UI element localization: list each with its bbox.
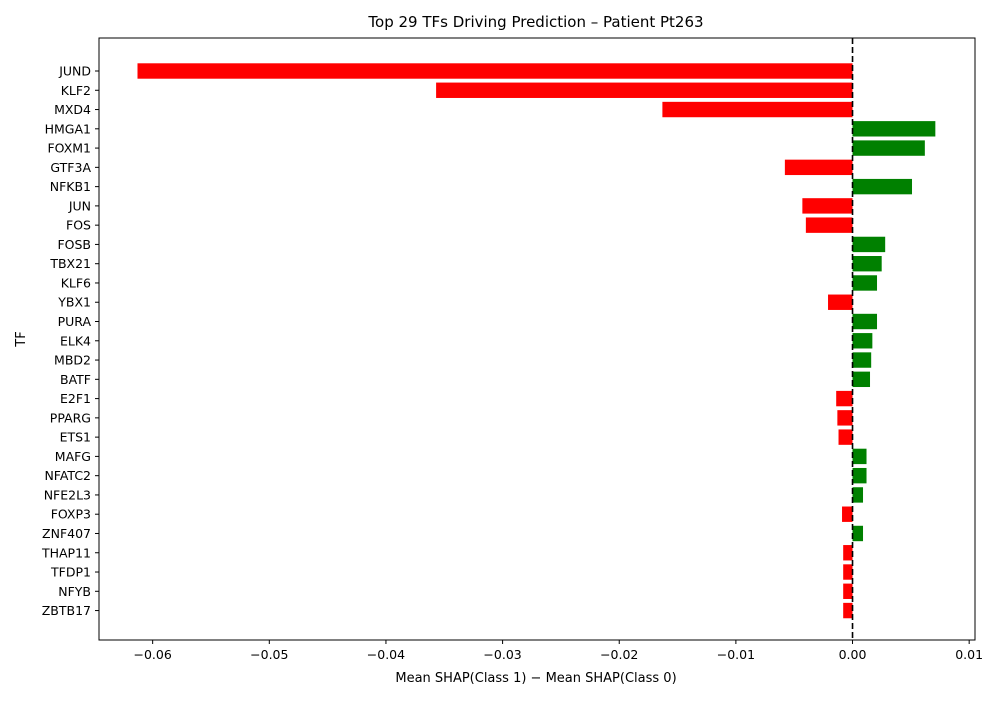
- y-tick-label-gtf3a: GTF3A: [50, 160, 91, 175]
- y-tick-label-elk4: ELK4: [60, 333, 91, 348]
- y-tick-label-zbtb17: ZBTB17: [42, 603, 91, 618]
- y-tick-label-znf407: ZNF407: [42, 526, 91, 541]
- bar-hmga1: [852, 121, 936, 137]
- bar-pparg: [837, 410, 853, 426]
- y-tick-label-mxd4: MXD4: [54, 102, 91, 117]
- bar-foxp3: [842, 506, 853, 522]
- bar-klf6: [852, 275, 878, 291]
- y-tick-label-nfyb: NFYB: [58, 584, 91, 599]
- bar-gtf3a: [784, 159, 853, 176]
- x-tick-label: 0.00: [839, 647, 867, 662]
- chart-title: Top 29 TFs Driving Prediction – Patient …: [367, 13, 703, 31]
- y-tick-label-ets1: ETS1: [60, 430, 91, 445]
- y-tick-label-nfatc2: NFATC2: [44, 468, 91, 483]
- y-axis-label: TF: [14, 331, 29, 347]
- x-tick-label: 0.01: [955, 647, 983, 662]
- y-tick-label-e2f1: E2F1: [60, 391, 91, 406]
- bar-foxm1: [852, 140, 925, 156]
- bar-jund: [137, 63, 853, 79]
- bar-elk4: [852, 333, 873, 349]
- y-tick-label-jun: JUN: [68, 198, 91, 213]
- bar-nfe2l3: [852, 487, 864, 503]
- x-tick-label: −0.01: [717, 647, 755, 662]
- bar-jun: [802, 198, 853, 214]
- x-tick-label: −0.04: [367, 647, 405, 662]
- bar-fos: [805, 217, 853, 233]
- bar-pura: [852, 313, 878, 330]
- bar-nfatc2: [852, 467, 867, 484]
- bar-batf: [852, 371, 871, 388]
- y-tick-label-foxm1: FOXM1: [47, 141, 91, 156]
- x-axis-label: Mean SHAP(Class 1) − Mean SHAP(Class 0): [395, 671, 676, 686]
- y-tick-label-hmga1: HMGA1: [45, 121, 91, 136]
- bar-klf2: [436, 82, 853, 98]
- bar-ets1: [838, 429, 853, 445]
- y-tick-label-nfkb1: NFKB1: [50, 179, 91, 194]
- bar-nfkb1: [852, 178, 913, 195]
- y-tick-label-pparg: PPARG: [50, 410, 91, 425]
- x-tick-label: −0.05: [250, 647, 288, 662]
- bars-layer: [137, 63, 936, 619]
- y-tick-label-tbx21: TBX21: [49, 256, 91, 271]
- y-tick-label-pura: PURA: [58, 314, 92, 329]
- bar-nfyb: [843, 583, 853, 599]
- y-tick-label-mbd2: MBD2: [54, 353, 91, 368]
- y-tick-label-batf: BATF: [60, 372, 91, 387]
- bar-znf407: [852, 525, 864, 542]
- y-tick-label-fos: FOS: [66, 218, 91, 233]
- bar-mafg: [852, 448, 867, 465]
- y-tick-label-jund: JUND: [58, 64, 91, 79]
- y-tick-label-klf6: KLF6: [61, 275, 91, 290]
- bar-mxd4: [662, 101, 853, 118]
- y-tick-label-nfe2l3: NFE2L3: [44, 487, 91, 502]
- bar-ybx1: [828, 294, 853, 310]
- y-tick-label-ybx1: YBX1: [57, 295, 91, 310]
- y-tick-label-fosb: FOSB: [57, 237, 91, 252]
- bar-mbd2: [852, 352, 872, 368]
- bar-thap11: [843, 545, 853, 561]
- y-tick-label-mafg: MAFG: [55, 449, 91, 464]
- bar-e2f1: [836, 390, 853, 407]
- bar-tfdp1: [843, 564, 853, 580]
- y-tick-label-foxp3: FOXP3: [51, 507, 91, 522]
- plot-frame: [98, 37, 976, 641]
- x-tick-label: −0.03: [483, 647, 521, 662]
- bar-fosb: [852, 236, 886, 253]
- y-tick-label-tfdp1: TFDP1: [50, 565, 91, 580]
- y-tick-label-klf2: KLF2: [61, 83, 91, 98]
- bar-zbtb17: [843, 602, 853, 619]
- x-tick-label: −0.06: [134, 647, 172, 662]
- y-axis-ticks: JUND KLF2 MXD4 HMGA1 FOXM1 GTF3A NFKB1 JUN FOS FO…: [41, 64, 99, 618]
- x-tick-label: −0.02: [600, 647, 638, 662]
- bar-tbx21: [852, 256, 882, 272]
- x-axis-ticks: −0.06 −0.05 −0.04 −0.03 −0.02 −0.01 0.00 0.01: [134, 640, 983, 662]
- y-tick-label-thap11: THAP11: [41, 545, 91, 560]
